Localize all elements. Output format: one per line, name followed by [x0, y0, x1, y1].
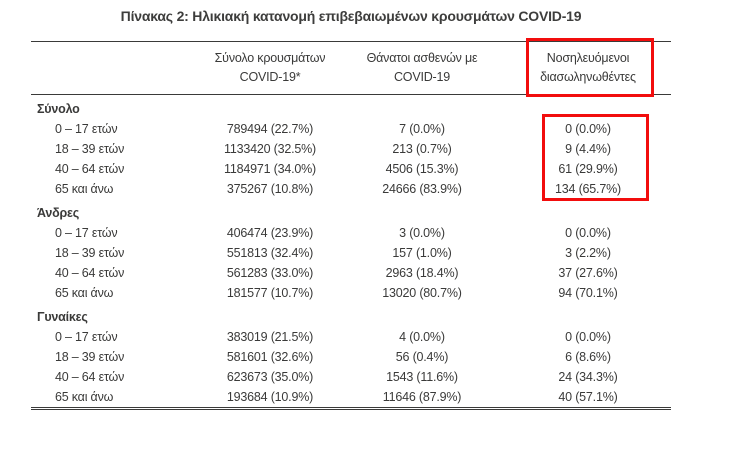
- deaths-cell: 11646 (87.9%): [339, 386, 505, 410]
- age-cell: 40 – 64 ετών: [55, 265, 125, 280]
- cases-cell: 193684 (10.9%): [201, 386, 339, 410]
- age-cell: 18 – 39 ετών: [55, 245, 125, 260]
- section-label: Σύνολο: [37, 101, 80, 116]
- table-row: 0 – 17 ετών 383019 (21.5%) 4 (0.0%) 0 (0…: [31, 327, 671, 347]
- section-label: Άνδρες: [37, 205, 80, 220]
- age-cell: 18 – 39 ετών: [55, 349, 125, 364]
- deaths-cell: 13020 (80.7%): [382, 285, 462, 300]
- table-row: 0 – 17 ετών 789494 (22.7%) 7 (0.0%) 0 (0…: [31, 119, 671, 139]
- header-deaths-line1: Θάνατοι ασθενών με: [366, 51, 478, 65]
- cases-cell: 375267 (10.8%): [226, 181, 314, 196]
- age-cell: 65 και άνω: [55, 285, 114, 300]
- deaths-cell: 56 (0.4%): [395, 349, 449, 364]
- section-label: Γυναίκες: [37, 309, 88, 324]
- age-cell: 40 – 64 ετών: [55, 161, 125, 176]
- intubated-cell: 40 (57.1%): [505, 386, 671, 410]
- age-cell: 0 – 17 ετών: [55, 225, 118, 240]
- age-cell: 65 και άνω: [55, 181, 114, 196]
- table-title: Πίνακας 2: Ηλικιακή κατανομή επιβεβαιωμέ…: [120, 8, 582, 24]
- cases-cell: 561283 (33.0%): [226, 265, 314, 280]
- table-row: 65 και άνω 181577 (10.7%) 13020 (80.7%) …: [31, 283, 671, 303]
- covid-age-distribution-table: Σύνολο κρουσμάτων COVID-19* Θάνατοι ασθε…: [31, 41, 671, 410]
- header-cell-cases: Σύνολο κρουσμάτων COVID-19*: [201, 41, 339, 95]
- section-row-men: Άνδρες: [31, 199, 671, 223]
- deaths-cell: 3 (0.0%): [399, 225, 445, 240]
- section-row-women: Γυναίκες: [31, 303, 671, 327]
- header-cell-intubated: Νοσηλευόμενοι διασωληνωθέντες: [505, 41, 671, 95]
- intubated-cell: 94 (70.1%): [558, 285, 618, 300]
- cases-cell: 551813 (32.4%): [226, 245, 314, 260]
- cases-cell: 406474 (23.9%): [226, 225, 314, 240]
- intubated-cell: 24 (34.3%): [558, 369, 618, 384]
- table-row: 40 – 64 ετών 1184971 (34.0%) 4506 (15.3%…: [31, 159, 671, 179]
- header-cases-line1: Σύνολο κρουσμάτων: [214, 51, 326, 65]
- table-row: 18 – 39 ετών 551813 (32.4%) 157 (1.0%) 3…: [31, 243, 671, 263]
- deaths-cell: 7 (0.0%): [399, 121, 445, 136]
- header-cell-empty: [31, 41, 201, 95]
- intubated-cell: 6 (8.6%): [565, 349, 611, 364]
- header-intubated-line1: Νοσηλευόμενοι: [546, 51, 630, 65]
- cases-cell: 181577 (10.7%): [226, 285, 314, 300]
- cases-cell: 789494 (22.7%): [226, 121, 314, 136]
- section-row-total: Σύνολο: [31, 95, 671, 119]
- table-row: 65 και άνω 375267 (10.8%) 24666 (83.9%) …: [31, 179, 671, 199]
- header-deaths-line2: COVID-19: [393, 70, 451, 84]
- cases-cell: 581601 (32.6%): [226, 349, 314, 364]
- intubated-cell: 134 (65.7%): [555, 181, 621, 196]
- deaths-cell: 157 (1.0%): [392, 245, 452, 260]
- table-row: 0 – 17 ετών 406474 (23.9%) 3 (0.0%) 0 (0…: [31, 223, 671, 243]
- age-cell: 0 – 17 ετών: [55, 121, 118, 136]
- table-row: 65 και άνω 193684 (10.9%) 11646 (87.9%) …: [31, 386, 671, 410]
- table-row: 18 – 39 ετών 1133420 (32.5%) 213 (0.7%) …: [31, 139, 671, 159]
- table-row: 40 – 64 ετών 561283 (33.0%) 2963 (18.4%)…: [31, 263, 671, 283]
- intubated-cell: 0 (0.0%): [565, 329, 611, 344]
- intubated-cell: 3 (2.2%): [565, 245, 611, 260]
- intubated-cell: 37 (27.6%): [558, 265, 618, 280]
- intubated-cell: 0 (0.0%): [565, 225, 611, 240]
- age-cell: 40 – 64 ετών: [55, 369, 125, 384]
- intubated-cell: 9 (4.4%): [565, 141, 611, 156]
- cases-cell: 383019 (21.5%): [226, 329, 314, 344]
- age-cell: 0 – 17 ετών: [55, 329, 118, 344]
- cases-cell: 1184971 (34.0%): [224, 161, 316, 176]
- deaths-cell: 1543 (11.6%): [386, 369, 458, 384]
- deaths-cell: 213 (0.7%): [392, 141, 452, 156]
- deaths-cell: 2963 (18.4%): [385, 265, 459, 280]
- age-cell: 18 – 39 ετών: [55, 141, 125, 156]
- deaths-cell: 4 (0.0%): [399, 329, 445, 344]
- deaths-cell: 4506 (15.3%): [385, 161, 459, 176]
- intubated-cell: 0 (0.0%): [565, 121, 611, 136]
- age-cell: 65 και άνω: [31, 386, 201, 410]
- table-row: 40 – 64 ετών 623673 (35.0%) 1543 (11.6%)…: [31, 367, 671, 387]
- deaths-cell: 24666 (83.9%): [382, 181, 462, 196]
- intubated-cell: 61 (29.9%): [558, 161, 618, 176]
- header-row: Σύνολο κρουσμάτων COVID-19* Θάνατοι ασθε…: [31, 41, 671, 95]
- header-intubated-line2: διασωληνωθέντες: [540, 70, 636, 84]
- cases-cell: 1133420 (32.5%): [224, 141, 316, 156]
- table-row: 18 – 39 ετών 581601 (32.6%) 56 (0.4%) 6 …: [31, 347, 671, 367]
- header-cases-line2: COVID-19*: [239, 70, 301, 84]
- cases-cell: 623673 (35.0%): [226, 369, 314, 384]
- header-cell-deaths: Θάνατοι ασθενών με COVID-19: [339, 41, 505, 95]
